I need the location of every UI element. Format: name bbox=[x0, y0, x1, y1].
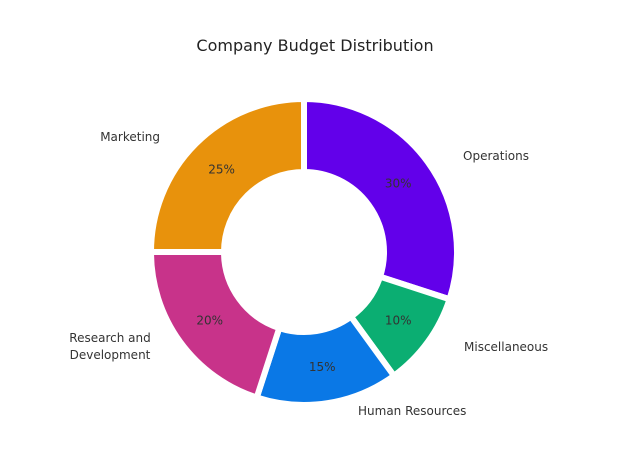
slice-category-label: Human Resources bbox=[358, 404, 466, 418]
slice-category-label: Research and Development bbox=[69, 331, 150, 362]
slice-category-label: Operations bbox=[463, 149, 529, 163]
slice-value-label: 15% bbox=[309, 360, 336, 374]
donut-slice-research-and-development[interactable] bbox=[148, 249, 283, 401]
slice-value-label: 25% bbox=[208, 163, 235, 177]
chart-title: Company Budget Distribution bbox=[196, 36, 434, 55]
slice-value-label: 10% bbox=[385, 313, 412, 327]
donut-slice-operations[interactable] bbox=[301, 96, 460, 303]
slice-value-label: 20% bbox=[196, 313, 223, 327]
donut-slice-marketing[interactable] bbox=[148, 96, 307, 255]
slice-category-label: Miscellaneous bbox=[464, 340, 548, 354]
slice-category-label: Marketing bbox=[100, 130, 160, 144]
slice-value-label: 30% bbox=[385, 177, 412, 191]
